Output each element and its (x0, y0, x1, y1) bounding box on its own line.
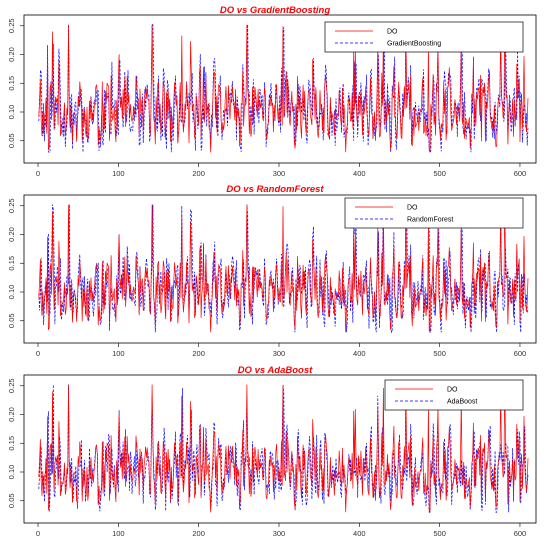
y-tick-label: 0.15 (7, 76, 16, 91)
chart-title: DO vs RandomForest (226, 184, 324, 195)
x-tick-label: 100 (112, 529, 125, 538)
y-tick-label: 0.25 (7, 378, 16, 393)
y-tick-label: 0.15 (7, 436, 16, 451)
y-tick-label: 0.20 (7, 47, 16, 62)
y-tick-label: 0.05 (7, 313, 16, 328)
chart-title: DO vs AdaBoost (238, 365, 313, 376)
x-tick-label: 400 (353, 529, 366, 538)
x-tick-label: 200 (192, 169, 205, 178)
x-tick-label: 200 (192, 529, 205, 538)
x-tick-label: 300 (273, 529, 286, 538)
y-tick-label: 0.20 (7, 227, 16, 242)
x-tick-label: 0 (36, 169, 40, 178)
plot-frame (23, 194, 537, 344)
chart-panel-2: DO vs RandomForest 0 100 200 300 400 500 600 0.0… (7, 184, 537, 358)
legend-label: RandomForest (407, 217, 453, 224)
series-line-do (38, 384, 529, 513)
x-tick-label: 0 (36, 349, 40, 358)
legend-label: AdaBoost (447, 399, 477, 406)
chart-title: DO vs GradientBoosting (220, 5, 331, 16)
x-tick-label: 100 (112, 349, 125, 358)
x-tick-label: 400 (353, 169, 366, 178)
x-tick-label: 600 (514, 169, 527, 178)
y-tick-label: 0.10 (7, 105, 16, 120)
x-tick-label: 300 (273, 349, 286, 358)
plot-frame (23, 14, 537, 164)
legend-label: DO (447, 387, 458, 394)
series-line-adaboost (38, 384, 529, 513)
y-tick-label: 0.05 (7, 493, 16, 508)
y-tick-label: 0.10 (7, 465, 16, 480)
legend-label: GradientBoosting (387, 41, 441, 48)
x-tick-label: 500 (433, 529, 446, 538)
legend-box (384, 379, 524, 411)
x-tick-label: 500 (433, 169, 446, 178)
series-line-do (38, 204, 529, 333)
x-tick-label: 600 (514, 529, 527, 538)
series-line-do (38, 24, 529, 153)
chart-panel-1: DO vs GradientBoosting 0 100 200 300 400 500 60… (7, 5, 537, 178)
y-tick-label: 0.10 (7, 285, 16, 300)
y-tick-label: 0.20 (7, 407, 16, 422)
y-tick-label: 0.05 (7, 133, 16, 148)
x-tick-label: 600 (514, 349, 527, 358)
x-tick-label: 100 (112, 169, 125, 178)
x-tick-label: 0 (36, 529, 40, 538)
x-tick-label: 200 (192, 349, 205, 358)
legend-label: DO (387, 29, 398, 36)
series-line-randomforest (38, 204, 529, 334)
chart-panel-3: DO vs AdaBoost 0 100 200 300 400 500 600 0.05 0.1… (7, 365, 537, 538)
x-tick-label: 400 (353, 349, 366, 358)
y-tick-label: 0.25 (7, 198, 16, 213)
series-line-gradientboosting (38, 24, 529, 154)
plot-frame (23, 374, 537, 524)
y-tick-label: 0.25 (7, 18, 16, 33)
y-tick-label: 0.15 (7, 256, 16, 271)
legend-box (344, 197, 524, 229)
x-tick-label: 500 (433, 349, 446, 358)
legend-label: DO (407, 205, 418, 212)
legend-box (324, 21, 524, 53)
x-tick-label: 300 (273, 169, 286, 178)
